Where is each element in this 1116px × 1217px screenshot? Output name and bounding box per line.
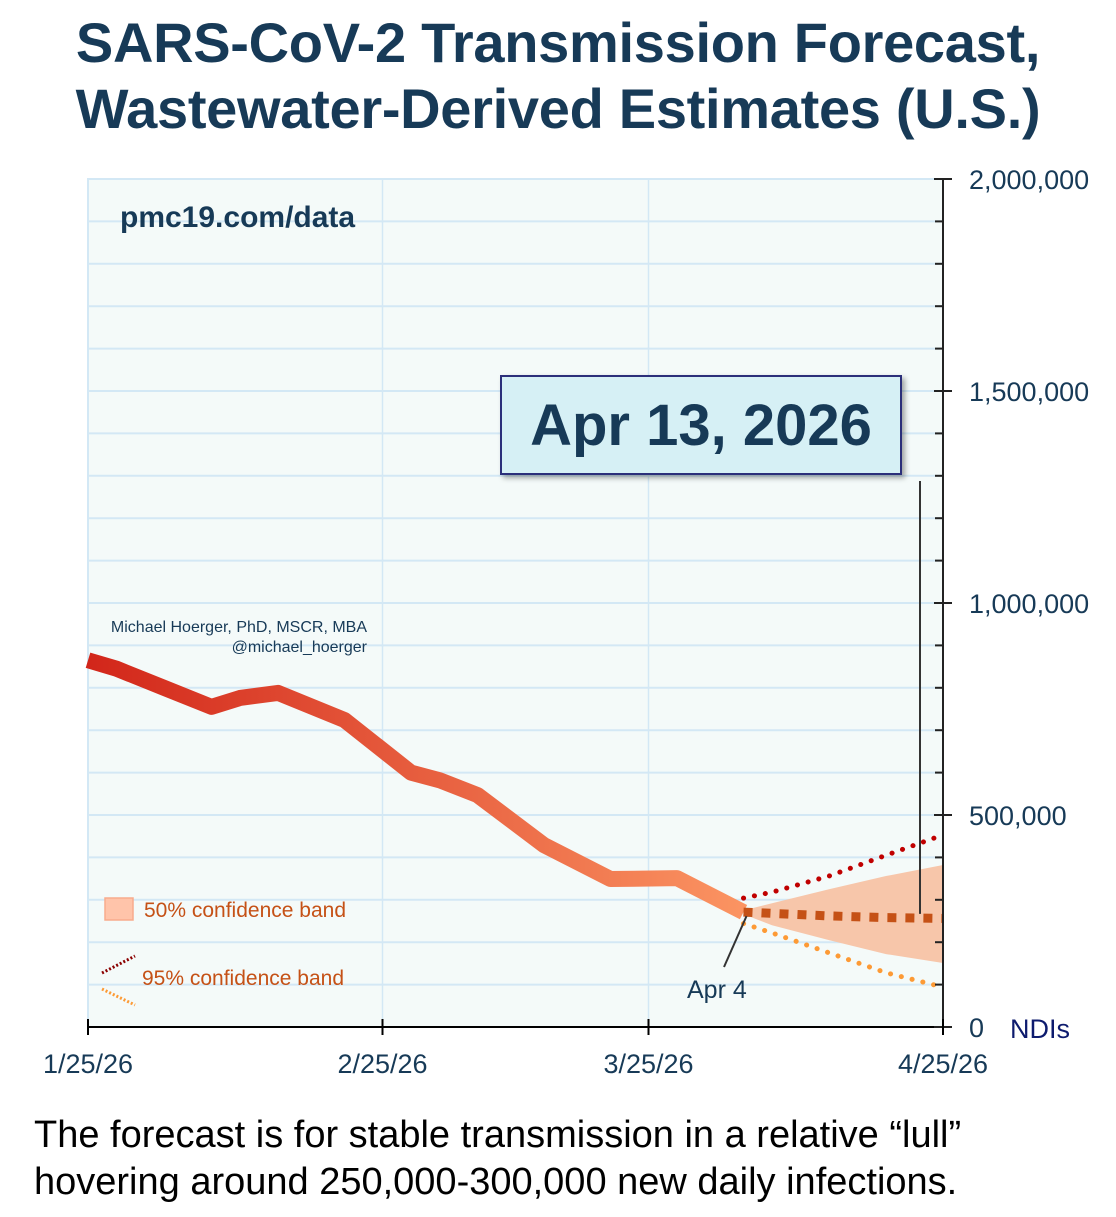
median-line (743, 907, 944, 923)
title-line-1: SARS-CoV-2 Transmission Forecast, (75, 11, 1041, 74)
author-handle: @michael_hoerger (232, 639, 368, 656)
caption-line-1: The forecast is for stable transmission … (34, 1114, 962, 1156)
author-name: Michael Hoerger, PhD, MSCR, MBA (111, 619, 367, 636)
caption: The forecast is for stable transmission … (34, 1112, 961, 1206)
band-50-area (743, 865, 943, 963)
title-line-2: Wastewater-Derived Estimates (U.S.) (75, 77, 1041, 140)
caption-line-2: hovering around 250,000-300,000 new dail… (34, 1161, 958, 1203)
legend-label-band-50: 50% confidence band (144, 899, 346, 922)
forecast-date-text: Apr 13, 2026 (530, 392, 872, 458)
ci-95-lines (741, 832, 946, 990)
y-tick-label: 0 (969, 1013, 984, 1043)
median-series (743, 907, 944, 923)
apr4-pointer (723, 915, 748, 968)
band-50 (743, 865, 943, 963)
x-tick-label: 4/25/26 (898, 1049, 988, 1079)
x-tick-label: 1/25/26 (43, 1049, 133, 1079)
gridlines (88, 179, 943, 1027)
ci-95-upper-line (741, 832, 946, 901)
x-tick-label: 3/25/26 (603, 1049, 693, 1079)
y-tick-label: 500,000 (969, 801, 1067, 831)
x-tick-label: 2/25/26 (337, 1049, 427, 1079)
y-units-label: NDIs (1010, 1014, 1070, 1044)
ci-95-lower-line (741, 921, 946, 990)
y-tick-label: 1,000,000 (969, 589, 1089, 619)
y-tick-label: 2,000,000 (969, 165, 1089, 195)
observed-series (85, 652, 748, 920)
observed-line (85, 652, 748, 920)
axes: 0 500,000 1,000,000 1,500,000 2,000,000 1/25/… (43, 165, 1089, 1079)
apr4-label: Apr 4 (687, 976, 747, 1004)
legend-label-band-95: 95% confidence band (142, 967, 344, 990)
chart-title: SARS-CoV-2 Transmission Forecast, Wastew… (0, 10, 1116, 142)
watermark: pmc19.com/data (120, 201, 355, 234)
annotations (723, 481, 921, 968)
legend-swatch-band-50 (104, 897, 134, 921)
y-tick-label: 1,500,000 (969, 377, 1089, 407)
forecast-date-callout: Apr 13, 2026 (500, 375, 902, 475)
